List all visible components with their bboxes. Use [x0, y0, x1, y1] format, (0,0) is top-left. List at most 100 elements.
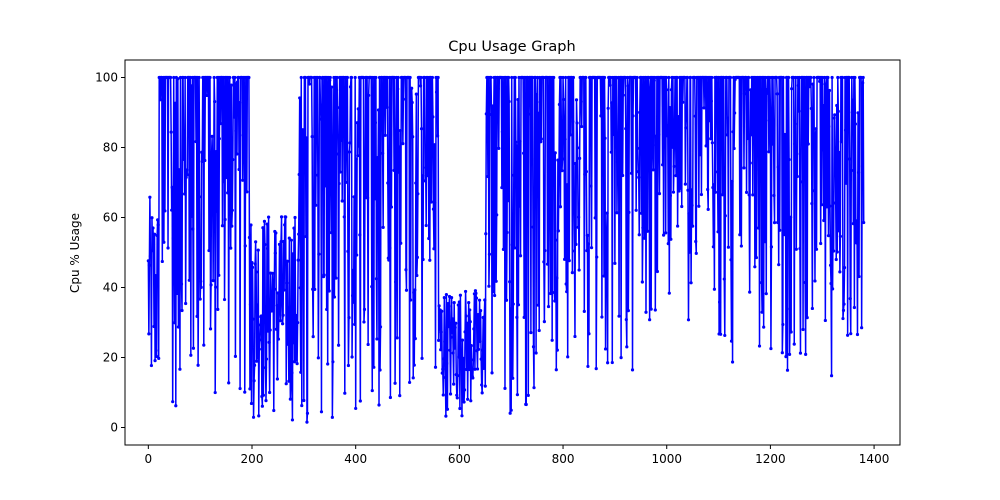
data-point	[176, 325, 180, 329]
data-point	[194, 139, 198, 144]
data-point	[835, 250, 839, 254]
data-point	[439, 348, 443, 352]
data-point	[516, 97, 520, 102]
data-point	[289, 238, 293, 242]
data-point	[798, 246, 802, 251]
data-point	[157, 356, 161, 360]
data-point	[218, 122, 222, 126]
data-point	[316, 356, 320, 360]
data-point	[149, 363, 154, 368]
data-point	[378, 325, 383, 329]
x-tick-label: 1400	[859, 452, 890, 466]
data-point	[690, 188, 694, 192]
data-point	[358, 233, 362, 237]
data-point	[834, 201, 838, 205]
data-point	[518, 139, 522, 144]
data-point	[187, 278, 191, 282]
data-point	[415, 255, 419, 260]
data-point	[319, 410, 324, 414]
data-point	[847, 75, 851, 80]
data-point	[287, 379, 291, 383]
data-point	[655, 269, 659, 274]
data-point	[354, 406, 358, 411]
data-point	[370, 388, 374, 393]
data-point	[276, 291, 280, 295]
data-point	[399, 241, 403, 245]
data-point	[670, 145, 675, 149]
data-point	[545, 262, 550, 266]
data-point	[823, 318, 827, 323]
data-point	[211, 167, 215, 171]
data-point	[853, 75, 857, 80]
data-point	[836, 109, 840, 113]
data-point	[442, 357, 446, 361]
data-point	[698, 153, 702, 157]
data-point	[795, 152, 799, 156]
data-point	[455, 396, 459, 400]
data-point	[449, 296, 454, 300]
data-point	[363, 168, 367, 172]
data-point	[377, 403, 381, 407]
data-point	[754, 255, 759, 260]
data-point	[543, 249, 547, 253]
data-point	[763, 109, 767, 113]
data-point	[397, 145, 401, 149]
data-point	[602, 274, 606, 278]
data-point	[595, 255, 599, 259]
data-point	[699, 192, 704, 197]
y-tick-label: 0	[110, 421, 118, 435]
data-point	[529, 330, 533, 335]
data-point	[429, 200, 433, 204]
data-point	[794, 247, 798, 251]
data-point	[583, 172, 587, 176]
data-point	[539, 137, 543, 141]
data-point	[610, 360, 614, 365]
data-point	[514, 140, 518, 144]
data-point	[207, 248, 211, 253]
data-point	[355, 253, 359, 257]
data-point	[272, 287, 276, 291]
data-point	[631, 114, 635, 118]
data-point	[268, 328, 272, 332]
data-point	[615, 160, 620, 164]
data-point	[325, 307, 329, 312]
data-point	[462, 388, 467, 392]
data-point	[291, 252, 295, 256]
data-point	[489, 75, 493, 80]
data-point	[535, 92, 539, 97]
data-point	[319, 117, 323, 121]
data-point	[185, 168, 189, 172]
data-point	[624, 317, 628, 322]
data-point	[461, 356, 466, 360]
data-point	[513, 246, 517, 250]
data-point	[550, 101, 554, 106]
data-point	[437, 338, 441, 342]
data-point	[372, 365, 376, 369]
data-point	[215, 209, 219, 213]
data-point	[531, 345, 536, 349]
data-point	[764, 292, 768, 296]
data-point	[571, 119, 575, 124]
data-point	[511, 376, 515, 380]
data-point	[374, 277, 379, 281]
data-point	[290, 418, 295, 422]
data-point	[611, 132, 615, 137]
data-point	[793, 142, 797, 146]
data-point	[171, 400, 175, 404]
data-point	[757, 344, 762, 348]
data-point	[467, 301, 471, 305]
data-point	[748, 161, 752, 165]
data-point	[832, 249, 836, 253]
data-point	[756, 85, 760, 89]
data-point	[487, 252, 492, 256]
data-point	[434, 90, 439, 94]
data-point	[860, 164, 864, 168]
data-point	[654, 134, 658, 138]
data-point	[233, 354, 238, 358]
data-point	[213, 99, 217, 104]
data-point	[524, 402, 528, 407]
data-point	[241, 133, 245, 137]
data-point	[756, 226, 761, 230]
data-point	[265, 222, 269, 226]
data-point	[269, 301, 273, 306]
